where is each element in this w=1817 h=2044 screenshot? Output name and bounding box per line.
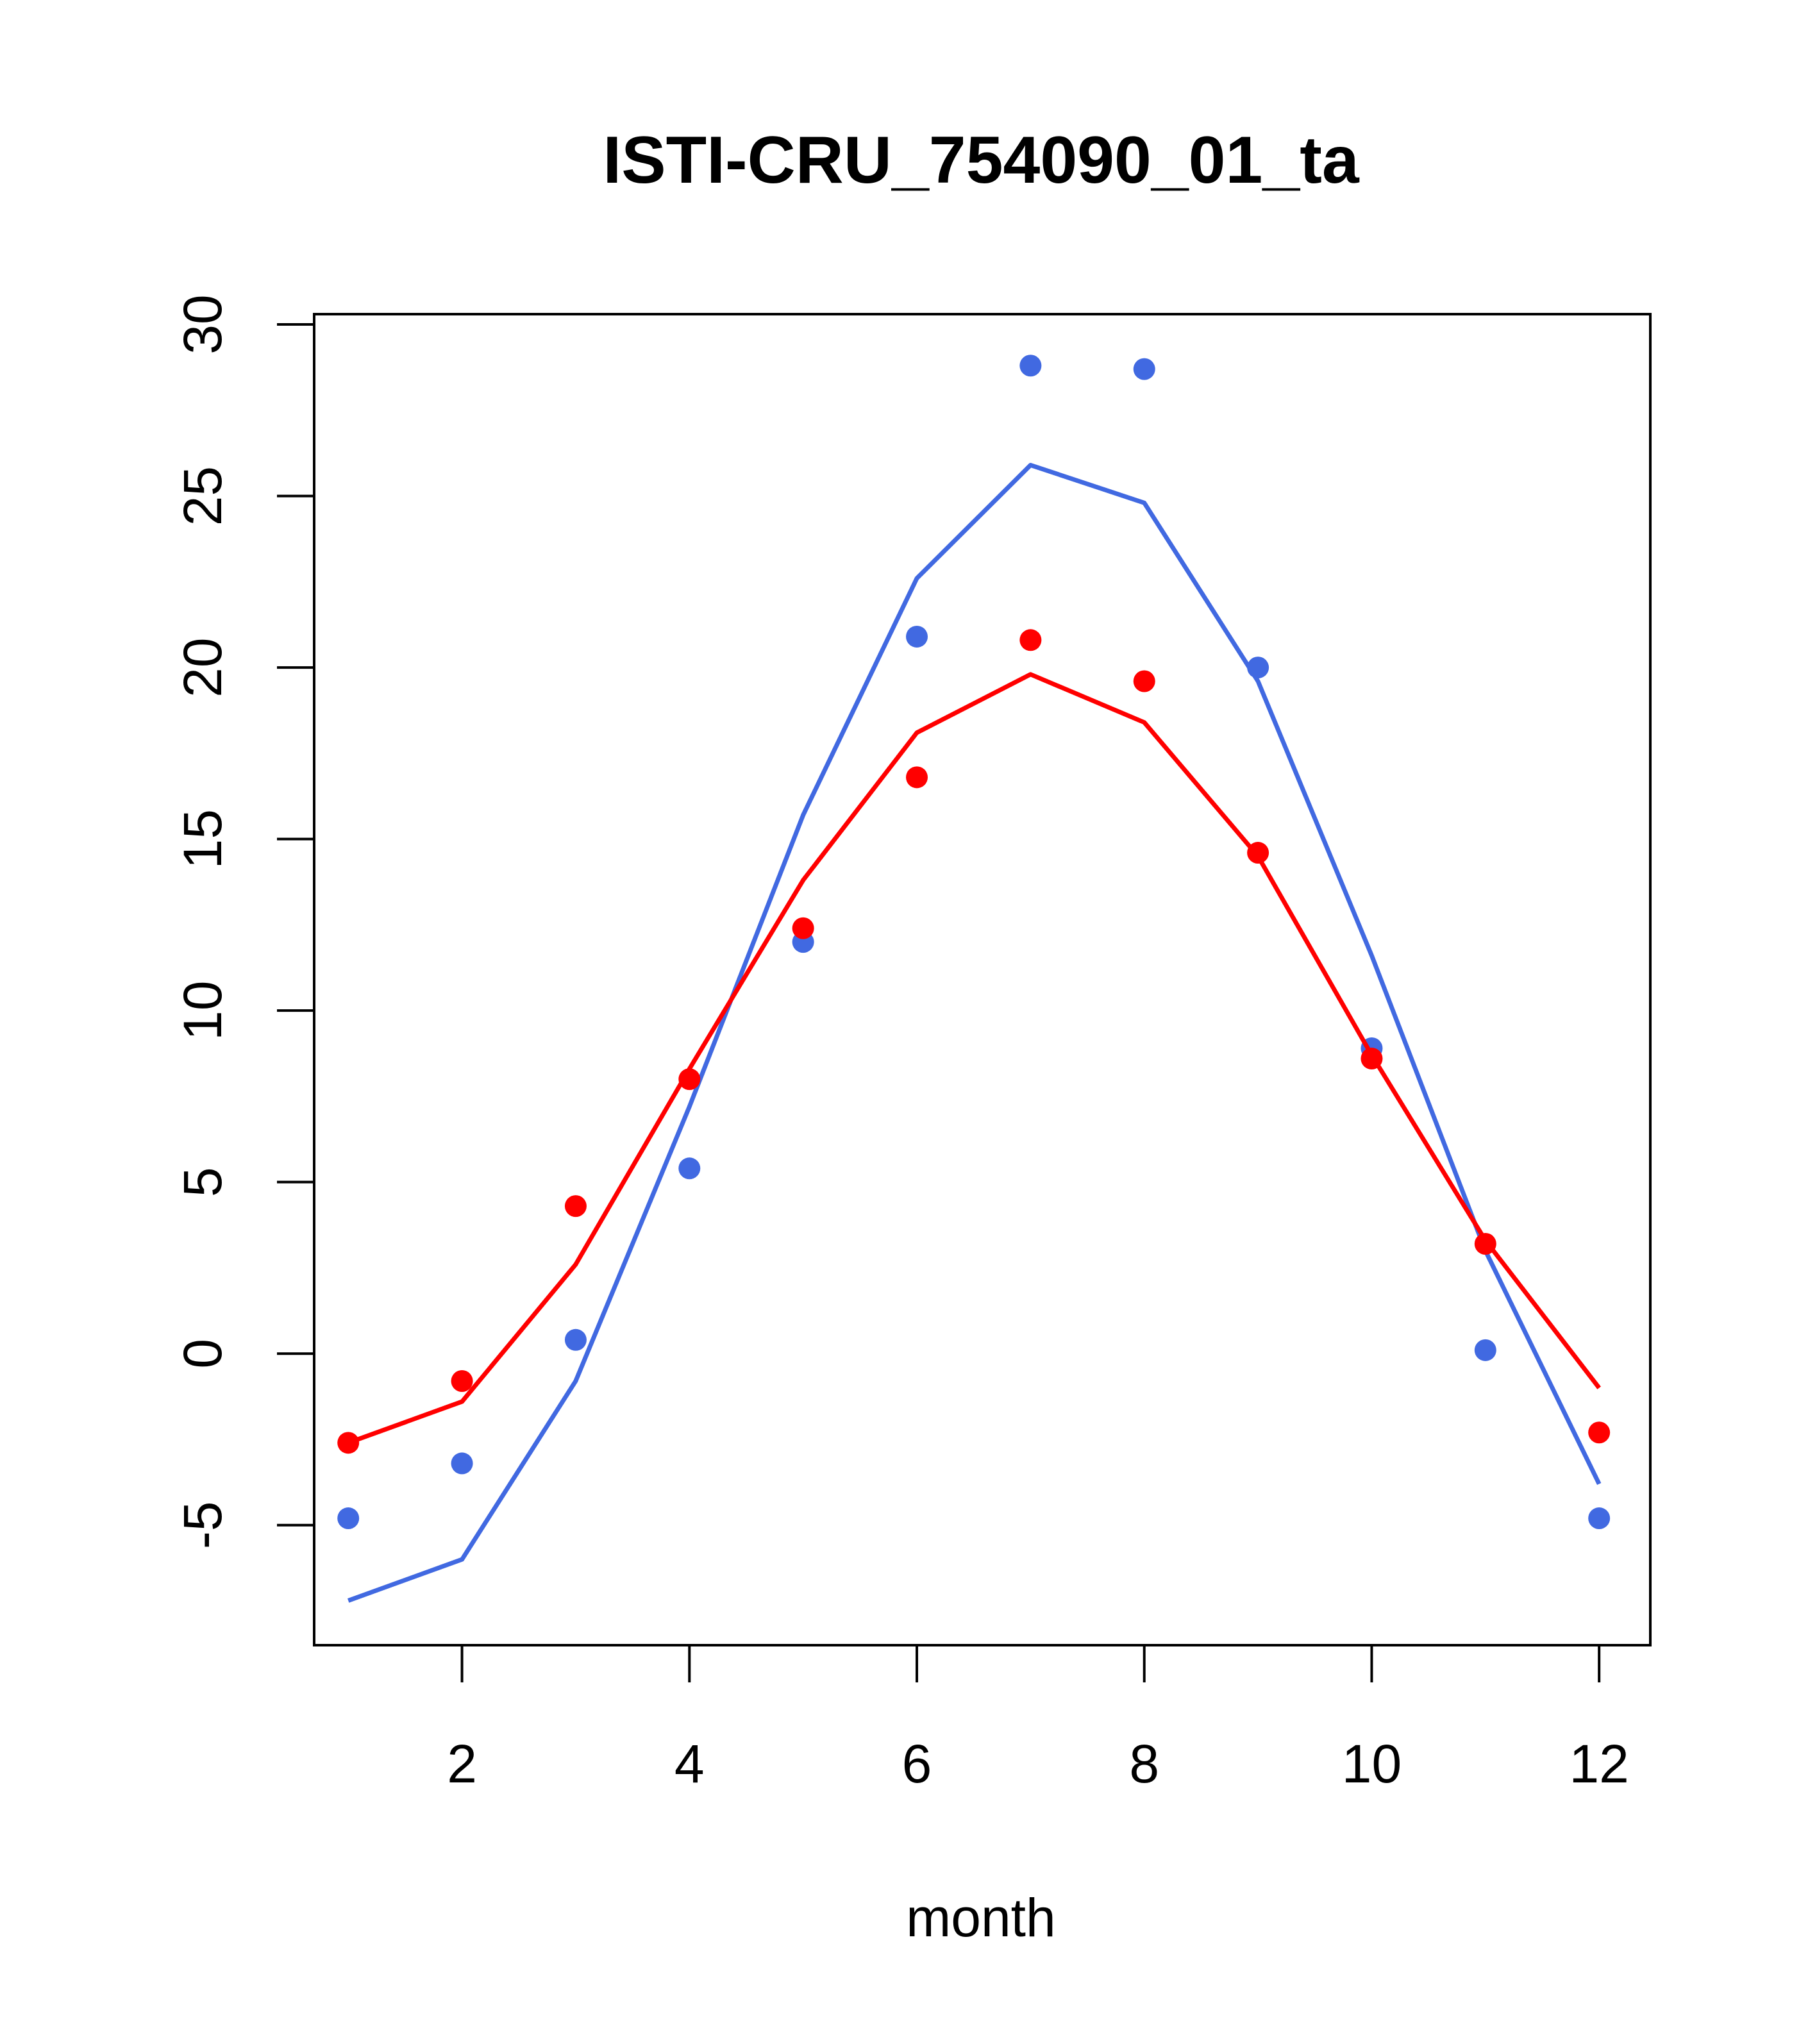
- x-axis-label: month: [906, 1888, 1055, 1948]
- y-tick-label: 10: [172, 980, 233, 1040]
- data-point: [1247, 842, 1269, 864]
- y-tick-label: 0: [172, 1339, 233, 1369]
- series-layer: [337, 355, 1611, 1603]
- x-tick-label: 6: [902, 1734, 932, 1794]
- y-tick-label: 20: [172, 637, 233, 697]
- y-tick-label: -5: [172, 1501, 233, 1549]
- data-point: [564, 1328, 587, 1351]
- data-point: [678, 1068, 701, 1091]
- x-axis: 2 4 6 8 10 12: [447, 1645, 1629, 1794]
- chart-title: ISTI-CRU_754090_01_ta: [603, 123, 1360, 197]
- data-point: [1019, 355, 1042, 377]
- series-1: [337, 355, 1611, 1603]
- data-point: [1474, 1339, 1496, 1361]
- plot-frame: [313, 313, 1652, 1646]
- series-2: [337, 629, 1611, 1454]
- y-axis: -5 0 5 10 15 20 25 30: [172, 294, 314, 1549]
- data-point: [1588, 1507, 1611, 1530]
- data-point: [1133, 670, 1155, 692]
- data-point: [1247, 657, 1269, 679]
- x-tick-label: 2: [447, 1734, 477, 1794]
- data-point: [451, 1452, 473, 1475]
- data-point: [451, 1370, 473, 1393]
- data-point: [1019, 629, 1042, 651]
- data-point: [792, 917, 814, 939]
- series-line: [347, 462, 1602, 1603]
- y-tick-label: 5: [172, 1167, 233, 1197]
- data-point: [906, 766, 928, 789]
- data-point: [1361, 1048, 1383, 1070]
- series-line: [347, 672, 1601, 1445]
- x-tick-label: 8: [1129, 1734, 1159, 1794]
- data-point: [1588, 1421, 1611, 1444]
- data-point: [1474, 1232, 1496, 1255]
- y-tick-label: 30: [172, 294, 233, 354]
- x-tick-label: 10: [1342, 1734, 1402, 1794]
- x-tick-label: 4: [674, 1734, 705, 1794]
- data-point: [337, 1432, 360, 1454]
- x-tick-label: 12: [1569, 1734, 1629, 1794]
- y-tick-label: 25: [172, 466, 233, 526]
- data-point: [678, 1157, 701, 1180]
- data-point: [564, 1195, 587, 1218]
- data-point: [337, 1507, 360, 1530]
- data-point: [1133, 358, 1155, 380]
- y-tick-label: 15: [172, 809, 233, 869]
- data-point: [906, 625, 928, 648]
